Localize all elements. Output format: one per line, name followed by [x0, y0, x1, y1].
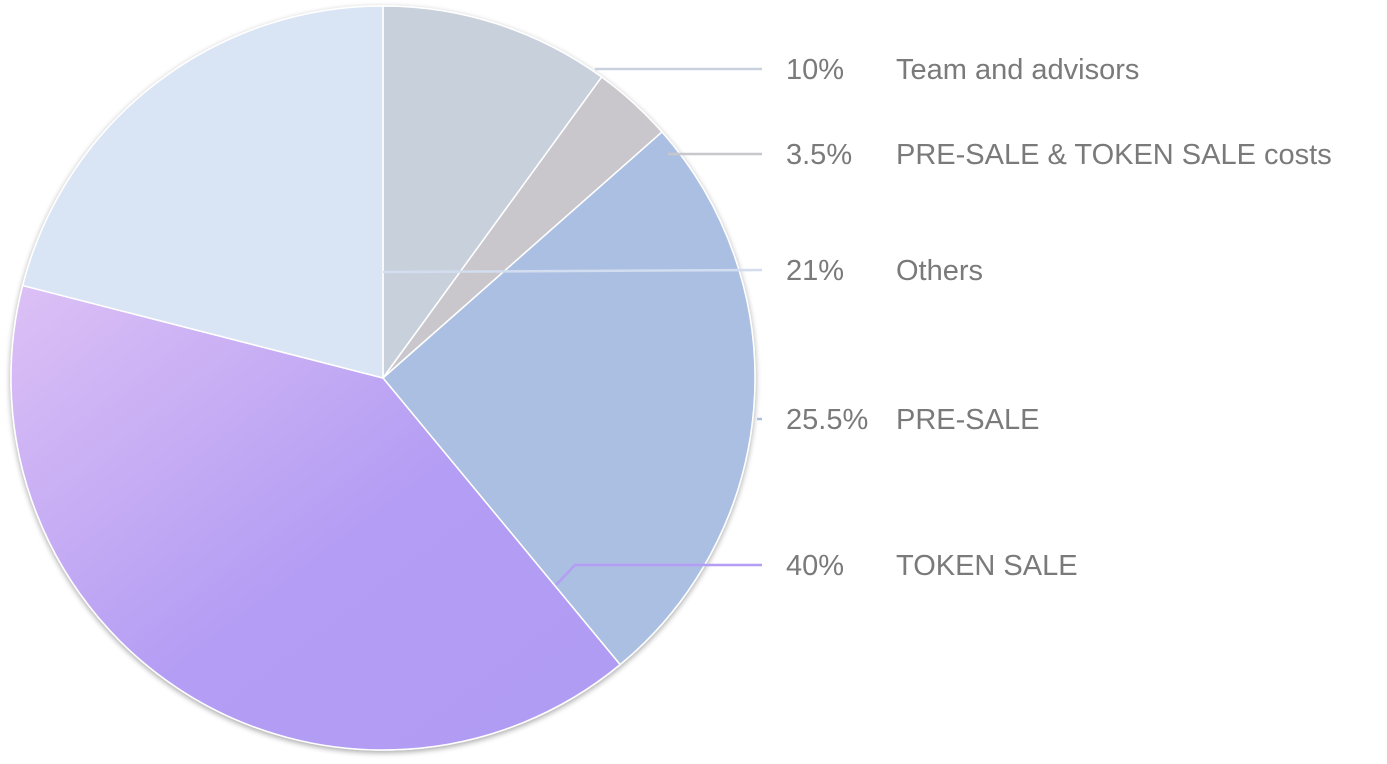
pie-slices: [10, 5, 756, 751]
legend-entry-team-and-advisors: Team and advisors: [896, 54, 1139, 86]
legend-entry-pre-sale: PRE-SALE: [896, 404, 1039, 436]
data-label-pre-sale: 25.5%: [786, 404, 868, 436]
data-label-pre-sale-token-sale-costs: 3.5%: [786, 139, 852, 171]
pie-slice-team-and-advisors: [382, 5, 603, 381]
pie-slice-pre-sale: [381, 130, 756, 666]
legend-entry-others: Others: [896, 255, 983, 287]
data-label-token-sale: 40%: [786, 550, 844, 582]
leader-line-others: [382, 268, 763, 274]
pie-slice-others: [21, 5, 384, 379]
legend: 10% Team and advisors 3.5% PRE-SALE & TOKEN…: [786, 54, 1332, 582]
data-label-team-and-advisors: 10%: [786, 54, 844, 86]
legend-entry-token-sale: TOKEN SALE: [896, 550, 1078, 582]
data-label-others: 21%: [786, 255, 844, 287]
leader-lines: [382, 67, 763, 586]
pie-slice-token-sale: [10, 284, 622, 751]
leader-line-token-sale: [555, 563, 762, 586]
legend-entry-pre-sale-token-sale-costs: PRE-SALE & TOKEN SALE costs: [896, 139, 1332, 171]
